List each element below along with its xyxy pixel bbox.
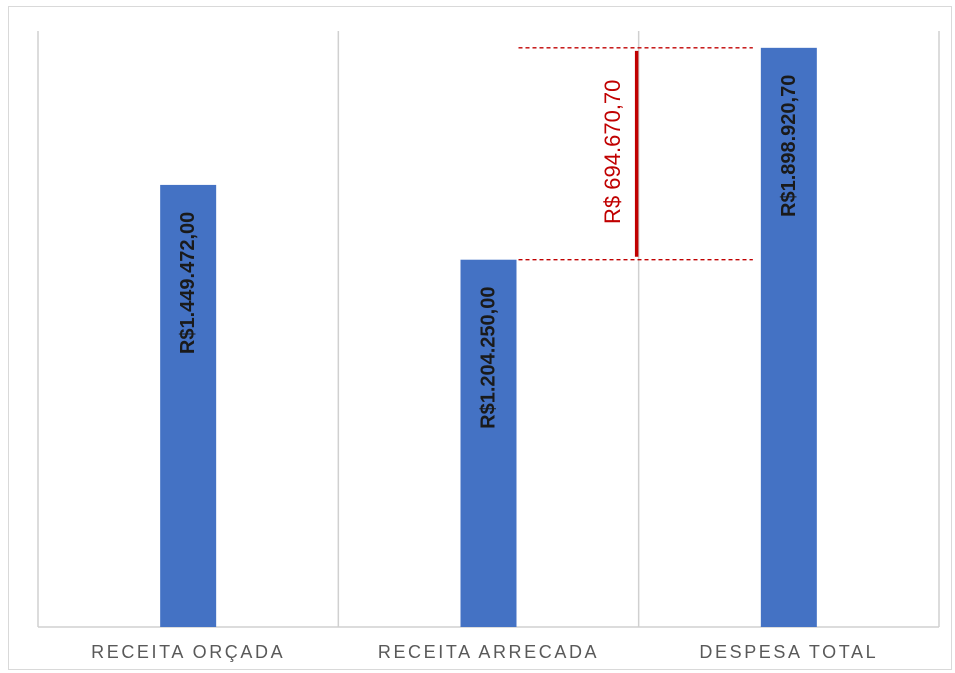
category-label-1: RECEITA ARRECADA (378, 642, 599, 662)
value-label-0: R$1.449.472,00 (177, 212, 199, 354)
value-label-1: R$1.204.250,00 (478, 287, 500, 429)
bar-2 (760, 47, 817, 628)
category-label-2: DESPESA TOTAL (699, 642, 878, 662)
annotation-label: R$ 694.670,70 (600, 80, 625, 224)
bar-0 (160, 184, 217, 627)
bar-chart: R$1.449.472,00 RECEITA ORÇADA R$1.204.250,… (37, 31, 940, 662)
bar-1 (460, 259, 517, 627)
category-label-0: RECEITA ORÇADA (91, 642, 285, 662)
value-label-2: R$1.898.920,70 (778, 75, 800, 217)
chart-frame: R$1.449.472,00 RECEITA ORÇADA R$1.204.250,… (8, 6, 952, 670)
